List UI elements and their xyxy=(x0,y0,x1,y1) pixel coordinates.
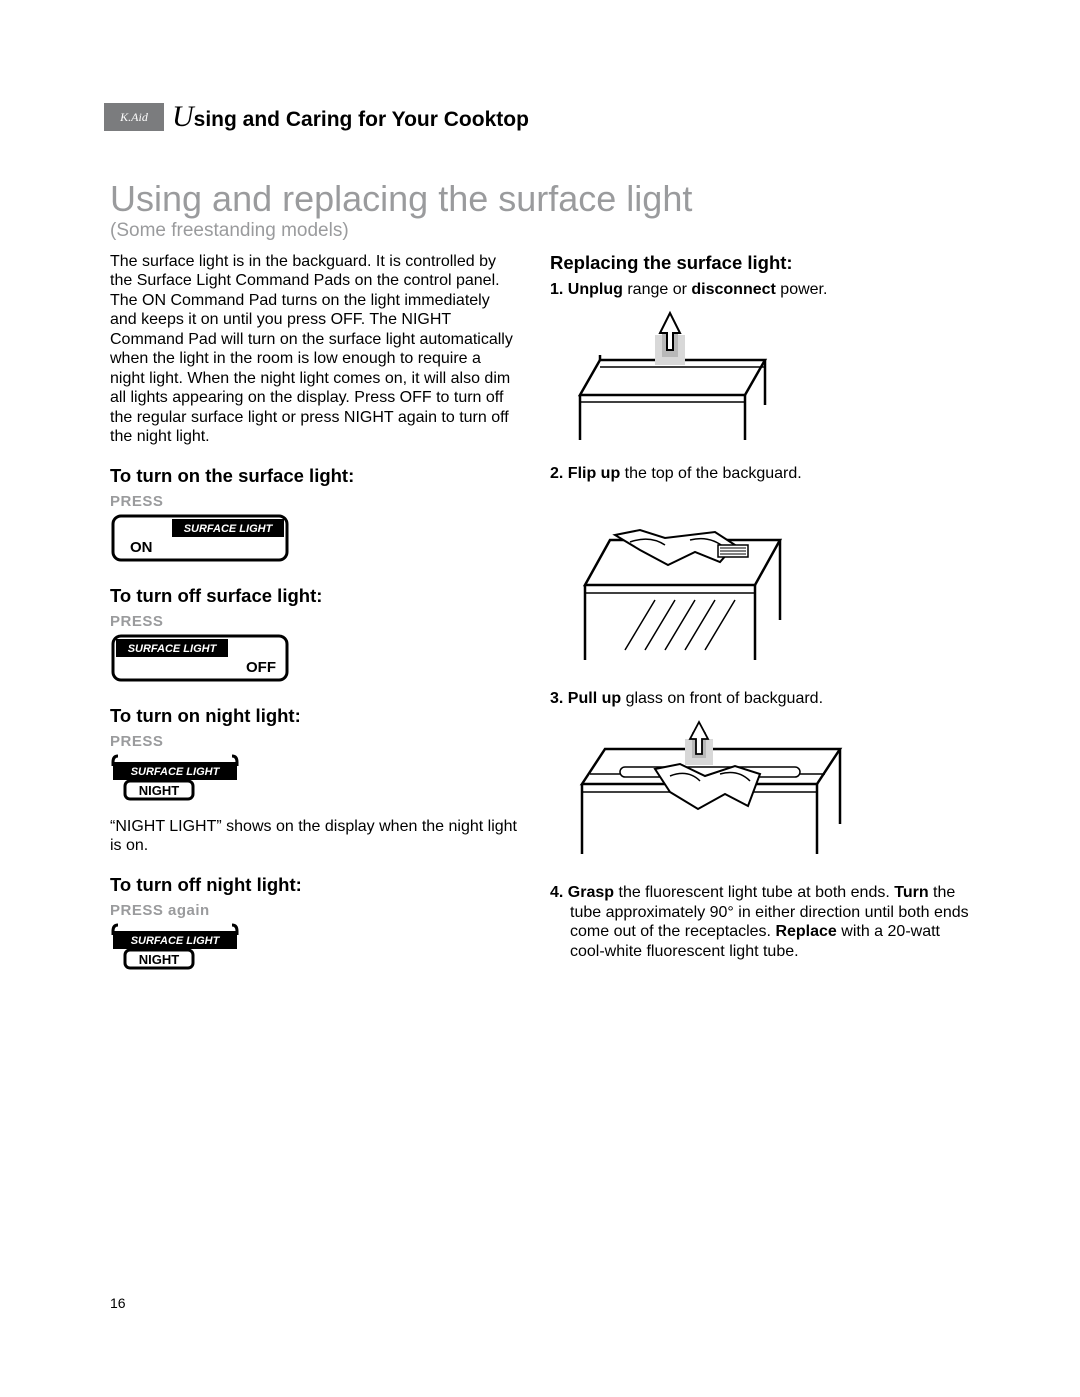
brand-logo: K.Aid xyxy=(104,103,164,131)
page-title: Using and replacing the surface light xyxy=(110,180,970,218)
intro-paragraph: The surface light is in the backguard. I… xyxy=(110,252,520,447)
step-2: 2. Flip up the top of the backguard. xyxy=(550,464,970,484)
replacing-heading: Replacing the surface light: xyxy=(550,252,970,274)
step-text: the top of the backguard. xyxy=(620,465,801,482)
surface-light-label: SURFACE LIGHT xyxy=(128,643,218,655)
chapter-title: Using and Caring for Your Cooktop xyxy=(172,100,529,134)
on-button-illustration: SURFACE LIGHT ON xyxy=(110,514,520,567)
press-label: PRESS xyxy=(110,613,520,630)
night-note: “NIGHT LIGHT” shows on the display when … xyxy=(110,817,520,856)
left-column: The surface light is in the backguard. I… xyxy=(110,252,520,980)
off-button-illustration: SURFACE LIGHT OFF xyxy=(110,634,520,687)
step-bold: Grasp xyxy=(568,884,614,901)
step-4: 4. Grasp the fluorescent light tube at b… xyxy=(550,883,970,961)
illustration-step2 xyxy=(570,490,970,675)
night-on-heading: To turn on night light: xyxy=(110,705,520,727)
step-num: 1. xyxy=(550,281,568,298)
step-text: glass on front of backguard. xyxy=(621,690,823,707)
surface-light-label: SURFACE LIGHT xyxy=(184,523,274,535)
illustration-step1 xyxy=(570,305,970,450)
step-bold: Turn xyxy=(894,884,928,901)
night-label: NIGHT xyxy=(139,783,180,798)
illustration-step3 xyxy=(570,714,970,869)
turn-off-heading: To turn off surface light: xyxy=(110,585,520,607)
step-text: range or xyxy=(623,281,691,298)
step-bold: Replace xyxy=(775,923,836,940)
press-label: PRESS xyxy=(110,733,520,750)
step-bold: Unplug xyxy=(568,281,623,298)
night-button-illustration: SURFACE LIGHT NIGHT xyxy=(110,754,520,807)
surface-light-label: SURFACE LIGHT xyxy=(131,766,221,778)
turn-on-heading: To turn on the surface light: xyxy=(110,465,520,487)
step-bold: Pull up xyxy=(568,690,621,707)
step-num: 3. xyxy=(550,690,568,707)
night-off-heading: To turn off night light: xyxy=(110,874,520,896)
chapter-header: K.Aid Using and Caring for Your Cooktop xyxy=(104,100,970,134)
surface-light-label: SURFACE LIGHT xyxy=(131,935,221,947)
on-label: ON xyxy=(130,539,153,556)
step-num: 4. xyxy=(550,884,568,901)
night-button-illustration-2: SURFACE LIGHT NIGHT xyxy=(110,923,520,976)
step-num: 2. xyxy=(550,465,568,482)
night-label: NIGHT xyxy=(139,952,180,967)
chapter-initial: U xyxy=(172,100,194,133)
step-1: 1. Unplug range or disconnect power. xyxy=(550,280,970,300)
off-label: OFF xyxy=(246,659,276,676)
step-bold: Flip up xyxy=(568,465,620,482)
right-column: Replacing the surface light: 1. Unplug r… xyxy=(550,252,970,980)
press-again-label: PRESS again xyxy=(110,902,520,919)
step-text: power. xyxy=(776,281,828,298)
step-bold: disconnect xyxy=(691,281,775,298)
step-3: 3. Pull up glass on front of backguard. xyxy=(550,689,970,709)
press-label: PRESS xyxy=(110,493,520,510)
chapter-rest: sing and Caring for Your Cooktop xyxy=(194,108,529,131)
logo-text: K.Aid xyxy=(120,110,148,125)
step-text: the fluorescent light tube at both ends. xyxy=(614,884,894,901)
page-subtitle: (Some freestanding models) xyxy=(110,220,970,242)
page-number: 16 xyxy=(110,1295,126,1311)
